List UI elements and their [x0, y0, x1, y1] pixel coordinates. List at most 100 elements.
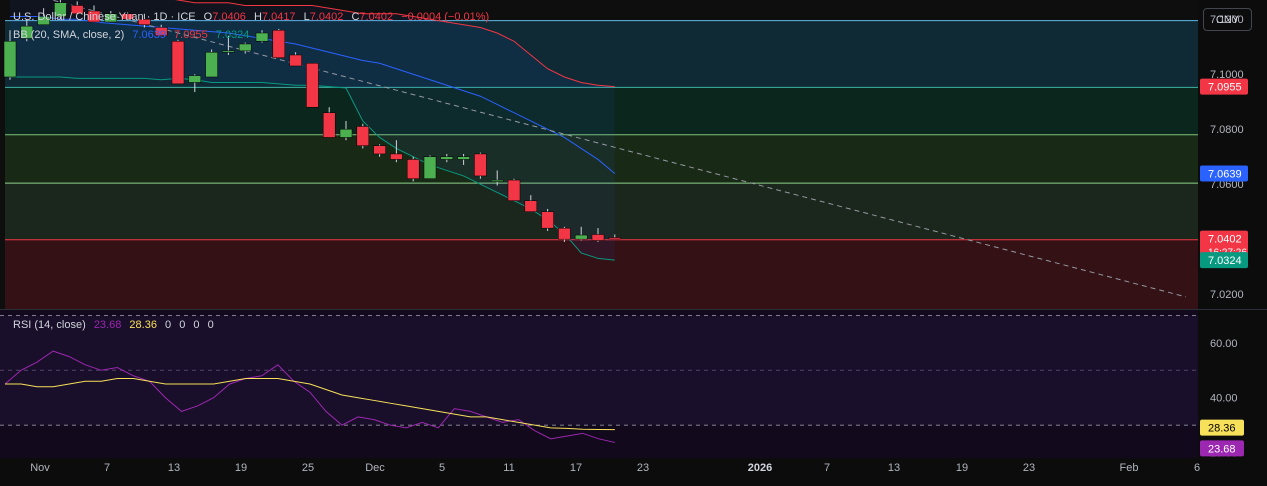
candle[interactable] — [171, 40, 185, 85]
price-label: 7.0324 — [1208, 255, 1242, 267]
time-axis[interactable] — [0, 458, 1267, 481]
y-tick-label: 7.1000 — [1210, 69, 1244, 81]
price-label-bg — [1200, 165, 1248, 182]
x-tick-label: 2026 — [748, 462, 772, 474]
bb-basis-value: 7.0639 — [132, 29, 166, 41]
rsi-ma-line[interactable] — [5, 378, 615, 431]
x-tick-label: 13 — [888, 462, 900, 474]
rsi-value-label: 28.36 — [1208, 423, 1236, 435]
ohlc-low: L7.0402 — [303, 11, 344, 23]
rsi-line[interactable] — [4, 350, 615, 443]
candle[interactable] — [558, 227, 571, 240]
price-label: 7.0402 — [1208, 234, 1242, 246]
x-tick-label: 7 — [104, 462, 110, 474]
x-tick-label: Nov — [30, 462, 50, 474]
zone-band-5 — [5, 239, 1198, 309]
x-tick-label: Dec — [365, 462, 385, 474]
price-label: 7.0639 — [1208, 168, 1242, 180]
candle[interactable] — [272, 29, 286, 58]
candle[interactable] — [238, 43, 252, 52]
candle[interactable] — [339, 128, 353, 138]
x-tick-label: 19 — [956, 462, 968, 474]
candle[interactable] — [390, 153, 403, 160]
x-tick-label: 17 — [570, 462, 582, 474]
candle[interactable] — [138, 18, 151, 25]
candle[interactable] — [3, 40, 17, 78]
candle[interactable] — [70, 5, 84, 14]
ohlc-change: −0.0004 (−0.01%) — [401, 11, 490, 23]
candle[interactable] — [222, 50, 235, 53]
x-tick-label: 23 — [637, 462, 649, 474]
candle[interactable] — [154, 27, 168, 36]
candle[interactable] — [20, 25, 34, 39]
candle[interactable] — [524, 200, 538, 212]
price-label-bg — [1200, 78, 1248, 95]
candle[interactable] — [608, 237, 622, 240]
candle[interactable] — [356, 126, 370, 146]
ohlc-close: C7.0402 — [351, 11, 394, 23]
main-legend: U.S. Dollar / Chinese Yuan · 1D · ICE O7… — [13, 11, 494, 23]
candle[interactable] — [474, 153, 487, 177]
x-tick-label: 11 — [503, 462, 514, 474]
y-tick-label: 7.0200 — [1210, 289, 1244, 301]
ohlc-high: H7.0417 — [253, 11, 296, 23]
x-tick-label: 13 — [168, 462, 180, 474]
bb-legend[interactable]: BB (20, SMA, close, 2) 7.0639 7.0955 7.0… — [13, 29, 254, 41]
rsi-zero-3: 0 — [193, 319, 200, 331]
candle[interactable] — [423, 156, 437, 179]
x-tick-label: 6 — [1194, 462, 1200, 474]
candle[interactable] — [289, 54, 302, 67]
candle[interactable] — [54, 2, 67, 17]
trendline[interactable] — [10, 0, 1187, 298]
candle[interactable] — [306, 62, 319, 108]
candle[interactable] — [255, 32, 269, 42]
rsi-legend[interactable]: RSI (14, close) 23.68 28.36 0 0 0 0 — [13, 319, 219, 331]
rsi-label: RSI (14, close) — [13, 319, 86, 331]
x-tick-label: 19 — [235, 462, 247, 474]
candle[interactable] — [188, 75, 202, 83]
rsi-zero-4: 0 — [207, 319, 214, 331]
candle[interactable] — [457, 156, 470, 160]
candle[interactable] — [507, 179, 521, 201]
bb-basis-line[interactable] — [10, 15, 616, 174]
candle[interactable] — [205, 51, 218, 78]
zone-band-4 — [5, 183, 1198, 240]
price-label: 7.0955 — [1208, 82, 1242, 94]
bb-upper-line[interactable] — [10, 0, 615, 88]
candle[interactable] — [322, 112, 336, 138]
rsi-zero-1: 0 — [165, 319, 172, 331]
rsi-tick-label: 60.00 — [1210, 338, 1238, 350]
rsi-tick-label: 40.00 — [1210, 393, 1238, 405]
candle[interactable] — [121, 13, 134, 20]
rsi-band — [0, 315, 1198, 426]
x-tick-label: 5 — [439, 462, 445, 474]
candle[interactable] — [440, 156, 454, 160]
candle[interactable] — [591, 234, 605, 241]
ohlc-open: O7.0406 — [203, 11, 246, 23]
bb-upper-value: 7.0955 — [174, 29, 208, 41]
symbol-title[interactable]: U.S. Dollar / Chinese Yuan · 1D · ICE — [13, 11, 196, 23]
rsi-value: 23.68 — [93, 319, 122, 331]
candle[interactable] — [87, 10, 101, 23]
rsi-label-bg — [1200, 440, 1244, 457]
bb-fill — [10, 0, 615, 261]
rsi-zero-2: 0 — [179, 319, 186, 331]
rsi-label-bg — [1200, 419, 1244, 436]
candle[interactable] — [373, 145, 386, 155]
zone-band-2 — [5, 87, 1198, 135]
price-label-bg — [1200, 252, 1248, 269]
currency-button[interactable]: CNY — [1203, 8, 1252, 31]
candle[interactable] — [406, 159, 420, 179]
candle[interactable] — [541, 211, 554, 229]
zone-band-3 — [5, 134, 1198, 184]
candle[interactable] — [104, 13, 118, 23]
candle[interactable] — [490, 179, 504, 182]
candle[interactable] — [574, 234, 588, 240]
y-tick-label: 7.0800 — [1210, 124, 1244, 136]
candle[interactable] — [37, 16, 50, 25]
y-tick-label: 7.1200 — [1210, 14, 1244, 26]
x-tick-label: 23 — [1023, 462, 1035, 474]
zone-band-1 — [5, 20, 1198, 88]
x-tick-label: Feb — [1120, 462, 1139, 474]
